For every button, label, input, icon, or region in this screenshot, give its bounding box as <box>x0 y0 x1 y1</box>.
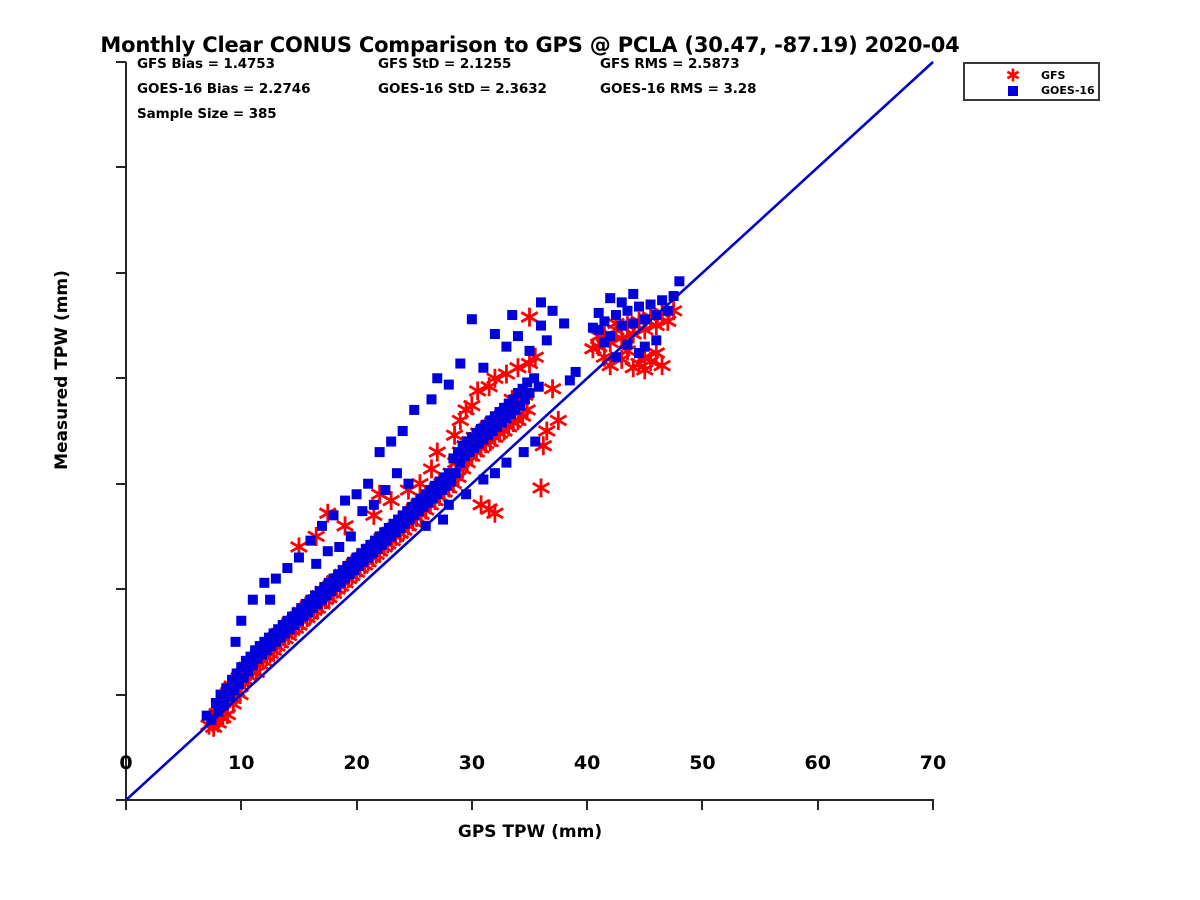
y-tick <box>116 799 126 801</box>
y-axis-label: Measured TPW (mm) <box>51 270 72 470</box>
y-tick <box>116 166 126 169</box>
x-tick-label: 70 <box>919 752 947 774</box>
scatter-plot-layer <box>125 61 934 801</box>
x-tick-label: 60 <box>804 752 831 774</box>
y-axis-line <box>125 62 127 801</box>
legend-marker-goes16 <box>1005 83 1021 103</box>
stat-goes-std: GOES-16 StD = 2.3632 <box>378 81 547 97</box>
stat-gfs-bias: GFS Bias = 1.4753 <box>137 56 275 72</box>
x-tick <box>125 800 127 810</box>
x-tick-label: 50 <box>689 752 716 774</box>
page-title: Monthly Clear CONUS Comparison to GPS @ … <box>100 33 960 57</box>
x-tick <box>932 800 934 810</box>
stat-gfs-std: GFS StD = 2.1255 <box>378 56 512 72</box>
x-tick-label: 0 <box>119 752 133 774</box>
one-to-one-line <box>125 61 934 801</box>
x-tick <box>816 800 819 810</box>
series-goes16-points <box>201 276 685 725</box>
x-axis-line <box>126 799 934 801</box>
y-tick <box>116 482 126 485</box>
stat-goes-rms: GOES-16 RMS = 3.28 <box>600 81 757 97</box>
stat-goes-bias: GOES-16 Bias = 2.2746 <box>137 81 311 97</box>
x-tick <box>240 800 243 810</box>
y-tick <box>116 271 126 274</box>
stat-gfs-rms: GFS RMS = 2.5873 <box>600 56 740 72</box>
legend-label-goes16: GOES-16 <box>1041 84 1095 97</box>
x-tick-label: 20 <box>343 752 370 774</box>
x-tick <box>586 800 589 810</box>
x-tick-label: 30 <box>458 752 486 774</box>
y-tick <box>116 588 126 591</box>
x-axis-label: GPS TPW (mm) <box>457 822 603 842</box>
x-tick-label: 10 <box>228 752 255 774</box>
legend[interactable]: GFS GOES-16 <box>963 62 1100 101</box>
stat-sample-size: Sample Size = 385 <box>137 106 277 122</box>
x-tick-label: 40 <box>573 752 601 774</box>
y-tick <box>116 377 126 380</box>
x-tick <box>701 800 704 810</box>
y-tick <box>116 61 126 63</box>
legend-label-gfs: GFS <box>1041 69 1066 82</box>
x-tick <box>355 800 358 810</box>
x-tick <box>470 800 473 810</box>
y-tick <box>116 693 126 696</box>
legend-marker-gfs <box>1005 67 1021 87</box>
plot-area <box>116 61 934 810</box>
